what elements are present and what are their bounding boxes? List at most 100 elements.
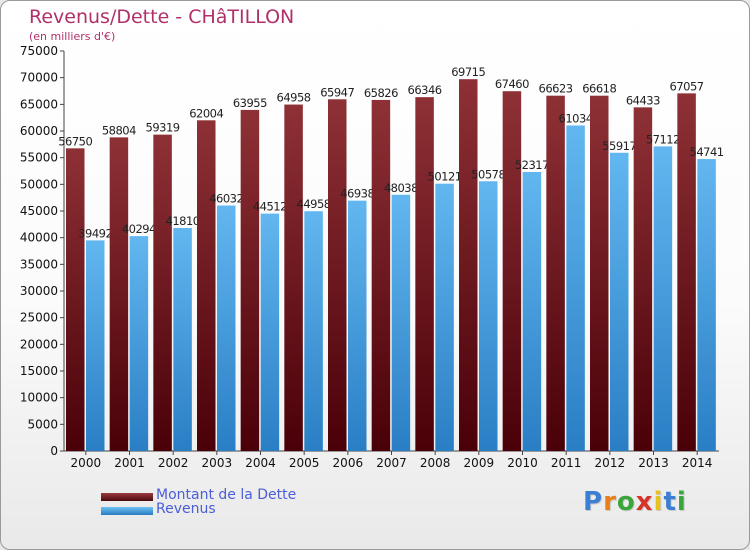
data-label-dette: 67460: [495, 77, 529, 91]
x-tick-label: 2014: [682, 456, 713, 470]
bar-revenus: [129, 236, 149, 451]
bar-revenus: [653, 146, 673, 452]
bar-revenus: [86, 240, 105, 451]
bar-dette: [415, 97, 434, 451]
y-tick-label: 40000: [20, 231, 58, 245]
data-label-dette: 62004: [189, 106, 223, 120]
data-label-dette: 65947: [320, 85, 354, 99]
x-tick-label: 2002: [158, 456, 189, 470]
data-label-revenus: 61034: [559, 111, 593, 125]
data-label-revenus: 50121: [428, 170, 462, 184]
x-tick-label: 2011: [551, 456, 582, 470]
logo-letter: r: [603, 487, 617, 517]
chart-subtitle: (en milliers d'€): [29, 30, 116, 43]
logo-letter: t: [663, 487, 677, 517]
bar-dette: [109, 137, 129, 451]
data-label-dette: 63955: [233, 96, 267, 110]
data-label-revenus: 50578: [471, 167, 505, 181]
legend-label-revenus: Revenus: [156, 501, 216, 517]
data-label-dette: 66346: [408, 83, 442, 97]
bar-revenus: [566, 125, 585, 451]
bar-revenus: [435, 183, 454, 452]
data-label-revenus: 54741: [690, 145, 724, 159]
bar-dette: [328, 99, 347, 452]
bar-revenus: [173, 228, 192, 451]
data-label-dette: 65826: [364, 86, 398, 100]
bar-dette: [197, 120, 216, 451]
x-tick-label: 2012: [595, 456, 626, 470]
logo-letter: i: [676, 487, 687, 517]
data-label-revenus: 44958: [297, 197, 331, 211]
y-tick-label: 75000: [20, 44, 58, 58]
data-label-revenus: 44512: [253, 200, 287, 214]
x-tick-label: 2000: [71, 456, 102, 470]
logo-letter: P: [583, 487, 604, 517]
bar-dette: [459, 79, 478, 451]
data-label-dette: 59319: [146, 121, 180, 135]
bar-revenus: [348, 200, 367, 451]
bar-revenus: [697, 159, 716, 451]
bar-dette: [502, 91, 522, 452]
data-label-revenus: 46938: [340, 187, 374, 201]
data-label-dette: 56750: [58, 134, 92, 148]
data-label-revenus: 52317: [515, 158, 549, 172]
bar-dette: [66, 148, 85, 452]
bar-revenus: [260, 213, 280, 451]
data-label-revenus: 48038: [384, 181, 418, 195]
data-label-revenus: 39492: [78, 226, 112, 240]
bar-dette: [546, 95, 565, 451]
bar-revenus: [217, 205, 236, 451]
x-tick-label: 2006: [333, 456, 364, 470]
data-label-revenus: 46032: [209, 191, 243, 205]
y-tick-label: 20000: [20, 337, 58, 351]
y-tick-label: 50000: [20, 177, 58, 191]
x-tick-label: 2008: [420, 456, 451, 470]
y-tick-label: 55000: [20, 151, 58, 165]
bar-revenus: [304, 211, 323, 451]
data-label-dette: 58804: [102, 123, 136, 137]
bar-revenus: [610, 152, 629, 451]
data-label-dette: 67057: [670, 79, 704, 93]
x-tick-label: 2013: [638, 456, 669, 470]
bar-dette: [371, 99, 391, 451]
y-tick-label: 65000: [20, 97, 58, 111]
bar-dette: [284, 104, 303, 451]
y-tick-label: 25000: [20, 311, 58, 325]
data-label-revenus: 55917: [602, 139, 636, 153]
x-tick-label: 2003: [202, 456, 233, 470]
x-tick-label: 2010: [507, 456, 538, 470]
logo-letter: i: [653, 487, 664, 517]
y-tick-label: 5000: [27, 417, 58, 431]
y-tick-label: 35000: [20, 257, 58, 271]
data-label-dette: 66618: [582, 82, 616, 96]
x-tick-label: 2007: [376, 456, 407, 470]
legend-swatch-revenus: [101, 507, 153, 515]
legend-label-dette: Montant de la Dette: [156, 487, 297, 503]
data-label-revenus: 57112: [646, 132, 680, 146]
y-tick-label: 10000: [20, 391, 58, 405]
bar-dette: [153, 134, 172, 451]
x-tick-label: 2009: [464, 456, 495, 470]
y-tick-label: 45000: [20, 204, 58, 218]
bar-dette: [677, 93, 696, 451]
bar-revenus: [479, 181, 498, 451]
logo-letter: x: [635, 487, 654, 517]
bar-dette: [590, 95, 609, 451]
data-label-revenus: 41810: [166, 214, 200, 228]
x-tick-label: 2001: [114, 456, 145, 470]
x-tick-label: 2004: [245, 456, 276, 470]
y-tick-label: 70000: [20, 71, 58, 85]
data-label-revenus: 40294: [122, 222, 156, 236]
y-tick-label: 60000: [20, 124, 58, 138]
data-label-dette: 66623: [539, 82, 573, 96]
legend-swatch-dette: [101, 493, 153, 501]
bar-dette: [240, 109, 260, 451]
x-tick-label: 2005: [289, 456, 320, 470]
chart-title: Revenus/Dette - CHâTILLON: [29, 6, 295, 28]
proxiti-logo: Proxiti: [583, 487, 687, 517]
bar-revenus: [522, 171, 542, 451]
y-tick-label: 15000: [20, 364, 58, 378]
y-tick-label: 30000: [20, 284, 58, 298]
